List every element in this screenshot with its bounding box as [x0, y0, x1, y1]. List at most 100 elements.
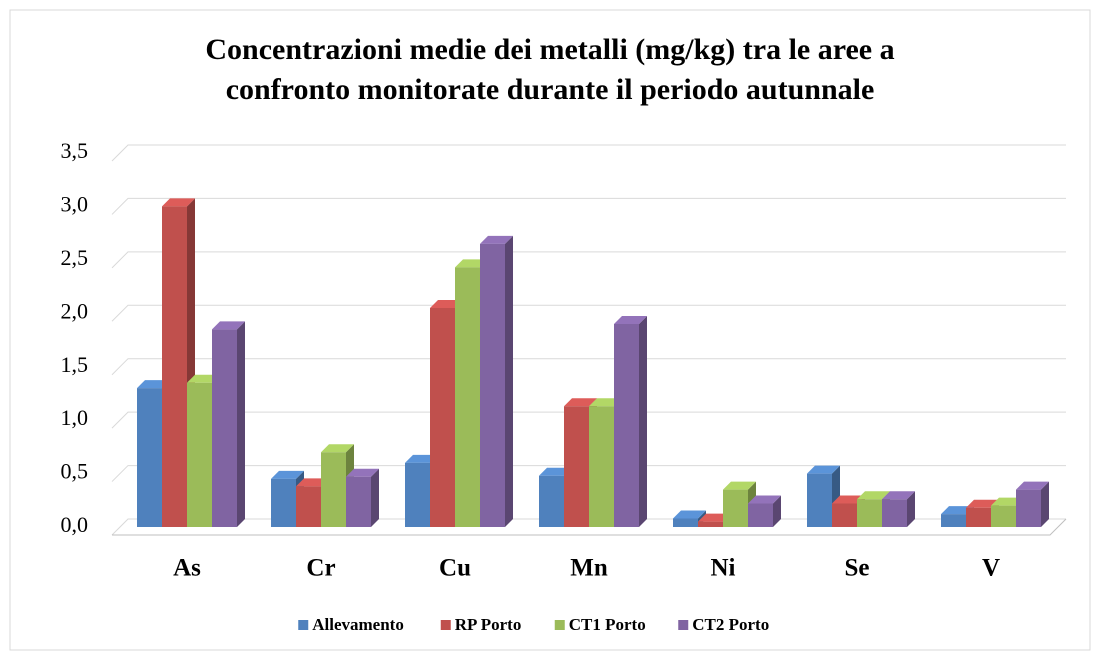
grid-line — [111, 304, 1066, 322]
grid-line — [111, 251, 1066, 269]
grid-line — [111, 144, 1066, 162]
bar-face — [966, 499, 999, 508]
y-tick-label: 0,0 — [61, 512, 89, 537]
bar-face — [346, 468, 379, 477]
bar-face — [673, 518, 698, 527]
y-tick-label: 2,0 — [61, 298, 89, 323]
bar-face — [1041, 481, 1049, 527]
grid-line — [111, 358, 1066, 376]
grid-line — [111, 197, 1066, 215]
x-tick-label: V — [982, 555, 1000, 582]
bar-face — [405, 462, 430, 527]
bar-face — [321, 452, 346, 527]
bar-face — [941, 514, 966, 527]
bar-face — [455, 259, 488, 268]
bar-face — [271, 478, 296, 527]
legend-label: Allevamento — [312, 615, 404, 634]
bar-face — [614, 315, 647, 324]
bar-face — [589, 398, 622, 407]
legend-swatch — [678, 620, 689, 630]
x-tick-label: Mn — [570, 555, 608, 582]
bar-face — [966, 507, 991, 527]
bar-face — [430, 299, 463, 308]
bar-face — [748, 495, 781, 504]
bar-face — [698, 513, 731, 522]
bar-face — [162, 206, 187, 527]
legend-swatch — [298, 620, 309, 630]
x-tick-label: Se — [845, 555, 870, 582]
bar-face — [698, 521, 723, 527]
bar-face — [137, 388, 162, 527]
bar-face — [212, 321, 245, 330]
x-tick-label: As — [173, 555, 201, 582]
floor — [112, 518, 1067, 536]
bar-face — [187, 382, 212, 527]
legend-swatch — [440, 620, 451, 630]
bar-face — [137, 380, 170, 389]
bar-face — [882, 499, 907, 527]
bar-face — [271, 470, 304, 479]
bar-face — [321, 444, 354, 453]
bar-face — [639, 315, 647, 527]
bar-face — [187, 374, 220, 383]
bar-face — [723, 489, 748, 527]
bar-face — [539, 467, 572, 476]
bar — [212, 321, 245, 527]
bar-face — [1016, 489, 1041, 527]
y-tick-label: 3,5 — [61, 138, 89, 163]
bar-face — [564, 398, 597, 407]
bar-face — [346, 476, 371, 527]
x-tick-label: Ni — [711, 555, 736, 582]
bar-face — [857, 499, 882, 527]
bar-face — [807, 465, 840, 474]
bar-face — [564, 406, 589, 527]
chart-title: confronto monitorate durante il periodo … — [226, 73, 875, 106]
bar-face — [991, 497, 1024, 506]
x-tick-label: Cr — [306, 555, 335, 582]
grid-line — [111, 465, 1066, 482]
bar-face — [480, 243, 505, 528]
legend-label: CT1 Porto — [569, 615, 646, 634]
bar-face — [212, 329, 237, 527]
bar-face — [941, 506, 974, 515]
y-tick-label: 3,0 — [61, 191, 89, 216]
bar-face — [1016, 481, 1049, 490]
bar-face — [539, 475, 564, 527]
bar-face — [589, 406, 614, 527]
y-tick-label: 0,5 — [61, 459, 89, 484]
bar-face — [430, 307, 455, 527]
legend-label: RP Porto — [455, 615, 522, 634]
bar-face — [723, 481, 756, 490]
bar-face — [832, 503, 857, 527]
bar-face — [614, 323, 639, 527]
bar-face — [371, 468, 379, 527]
bar-face — [296, 486, 321, 527]
bar-face — [832, 495, 865, 504]
bar — [882, 491, 915, 527]
bar-face — [405, 454, 438, 463]
legend-label: CT2 Porto — [692, 615, 769, 634]
bar — [346, 468, 379, 527]
bar-face — [882, 491, 915, 500]
bar — [480, 235, 513, 528]
y-tick-label: 1,5 — [61, 352, 89, 377]
bar-face — [673, 510, 706, 519]
bar — [673, 510, 706, 527]
bar-face — [480, 235, 513, 244]
x-tick-label: Cu — [439, 555, 471, 582]
bar-face — [455, 267, 480, 527]
bar — [748, 495, 781, 527]
legend-swatch — [554, 620, 565, 630]
bar-face — [162, 198, 195, 207]
bar-face — [773, 495, 781, 527]
bar-face — [748, 503, 773, 527]
chart-title: Concentrazioni medie dei metalli (mg/kg)… — [205, 33, 894, 66]
y-tick-label: 1,0 — [61, 405, 89, 430]
bar-face — [807, 473, 832, 527]
bar-face — [296, 478, 329, 487]
y-tick-label: 2,5 — [61, 245, 89, 270]
bar — [614, 315, 647, 527]
bar-face — [991, 505, 1016, 527]
bar-face — [237, 321, 245, 527]
